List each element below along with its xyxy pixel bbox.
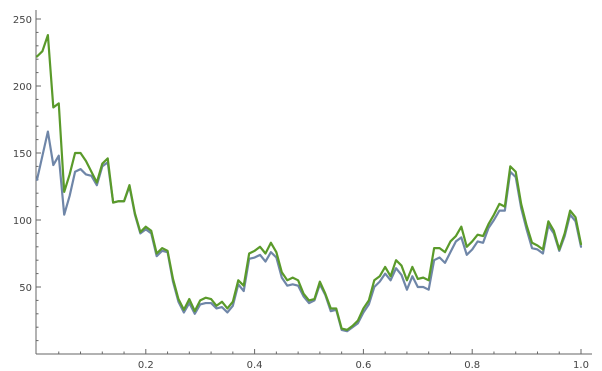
- y-tick-label: 50: [19, 283, 32, 294]
- y-tick-label: 150: [13, 149, 32, 160]
- x-tick-label: 0.8: [464, 360, 480, 371]
- axes: 50 100 150 200 250 0.2 0.4 0.6 0.8 1.0: [13, 10, 592, 371]
- y-tick-label: 100: [13, 216, 32, 227]
- x-tick-label: 0.6: [355, 360, 371, 371]
- y-ticks: 50 100 150 200 250: [13, 15, 41, 342]
- y-tick-label: 250: [13, 15, 32, 26]
- x-tick-label: 0.2: [138, 360, 154, 371]
- series-layer: [35, 33, 583, 333]
- series-line-2: [35, 33, 583, 331]
- x-tick-label: 0.4: [247, 360, 263, 371]
- x-ticks: 0.2 0.4 0.6 0.8 1.0: [58, 349, 589, 371]
- y-tick-label: 200: [13, 82, 32, 93]
- x-tick-label: 1.0: [573, 360, 589, 371]
